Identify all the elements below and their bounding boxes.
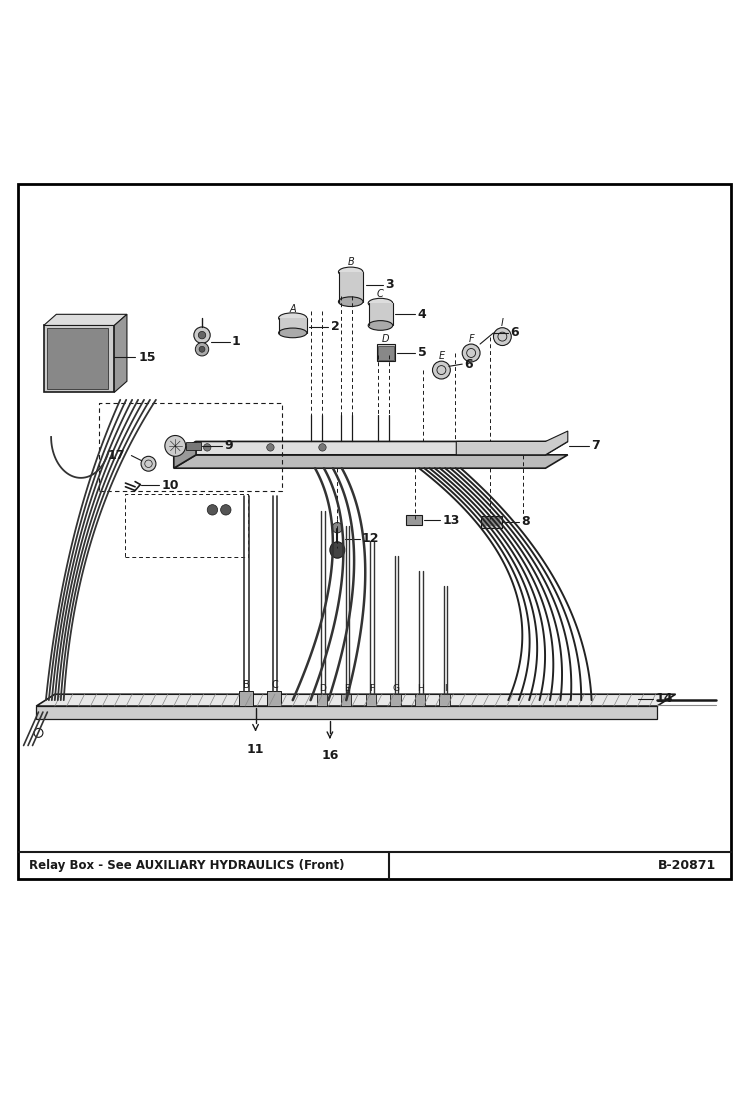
- Text: 2: 2: [330, 320, 339, 333]
- Text: D: D: [382, 335, 389, 344]
- Bar: [267, 691, 281, 706]
- Circle shape: [207, 505, 218, 516]
- Text: C: C: [377, 289, 383, 298]
- Bar: [339, 272, 363, 302]
- Bar: [43, 326, 115, 393]
- Bar: [481, 516, 502, 528]
- Ellipse shape: [279, 328, 307, 338]
- Ellipse shape: [330, 542, 345, 558]
- Text: B-20871: B-20871: [658, 859, 717, 872]
- Circle shape: [199, 347, 205, 352]
- Circle shape: [432, 361, 450, 378]
- Text: B: B: [348, 258, 354, 268]
- Text: I: I: [444, 683, 446, 692]
- Polygon shape: [43, 315, 127, 326]
- Text: 3: 3: [386, 278, 394, 291]
- Text: 7: 7: [591, 440, 600, 452]
- Text: 1: 1: [231, 336, 240, 349]
- Text: 8: 8: [522, 516, 530, 529]
- Bar: [239, 691, 252, 706]
- Text: 13: 13: [442, 513, 460, 527]
- Text: D: D: [319, 683, 326, 692]
- Bar: [341, 694, 351, 706]
- Text: F: F: [369, 683, 374, 692]
- Ellipse shape: [369, 320, 392, 330]
- Polygon shape: [174, 441, 196, 468]
- Text: 10: 10: [161, 478, 178, 491]
- Text: 5: 5: [418, 347, 426, 360]
- Text: 6: 6: [511, 327, 519, 339]
- Bar: [415, 694, 425, 706]
- Circle shape: [319, 443, 326, 451]
- Text: B: B: [243, 680, 250, 690]
- Text: 6: 6: [464, 358, 473, 371]
- Polygon shape: [36, 694, 676, 706]
- Circle shape: [194, 327, 210, 343]
- Text: E: E: [345, 683, 350, 692]
- Bar: [279, 318, 307, 332]
- Circle shape: [332, 522, 342, 533]
- Text: 9: 9: [224, 440, 233, 452]
- Text: C: C: [271, 680, 278, 690]
- Circle shape: [141, 456, 156, 472]
- Circle shape: [267, 443, 274, 451]
- Text: 15: 15: [138, 351, 156, 364]
- Text: E: E: [438, 351, 444, 361]
- Ellipse shape: [369, 298, 392, 308]
- Circle shape: [34, 728, 43, 737]
- Circle shape: [494, 328, 512, 346]
- Bar: [366, 694, 376, 706]
- Circle shape: [195, 342, 209, 355]
- Circle shape: [198, 331, 206, 339]
- Bar: [369, 303, 393, 326]
- Bar: [317, 694, 327, 706]
- Text: 4: 4: [418, 308, 426, 320]
- Bar: [378, 346, 394, 360]
- Text: F: F: [468, 335, 474, 344]
- Polygon shape: [115, 315, 127, 393]
- Text: 11: 11: [247, 744, 264, 756]
- Text: G: G: [392, 683, 399, 692]
- Bar: [377, 344, 395, 361]
- Text: 17: 17: [108, 449, 125, 462]
- Text: I: I: [501, 318, 504, 328]
- Ellipse shape: [279, 313, 307, 324]
- Bar: [186, 442, 201, 450]
- Polygon shape: [36, 706, 657, 720]
- Circle shape: [221, 505, 231, 516]
- Text: 12: 12: [362, 532, 379, 545]
- Text: H: H: [417, 683, 424, 692]
- Bar: [47, 328, 109, 389]
- Polygon shape: [174, 455, 568, 468]
- Ellipse shape: [339, 297, 363, 306]
- Polygon shape: [456, 431, 568, 455]
- Text: A: A: [289, 304, 296, 315]
- Text: Relay Box - See AUXILIARY HYDRAULICS (Front): Relay Box - See AUXILIARY HYDRAULICS (Fr…: [28, 859, 345, 872]
- Polygon shape: [174, 441, 568, 455]
- Text: 14: 14: [655, 692, 673, 705]
- Circle shape: [462, 344, 480, 362]
- Bar: [390, 694, 401, 706]
- Text: 16: 16: [321, 749, 339, 762]
- Bar: [482, 518, 500, 527]
- Circle shape: [165, 436, 186, 456]
- Bar: [439, 694, 449, 706]
- Ellipse shape: [339, 267, 363, 276]
- Circle shape: [204, 443, 211, 451]
- Bar: [406, 516, 422, 524]
